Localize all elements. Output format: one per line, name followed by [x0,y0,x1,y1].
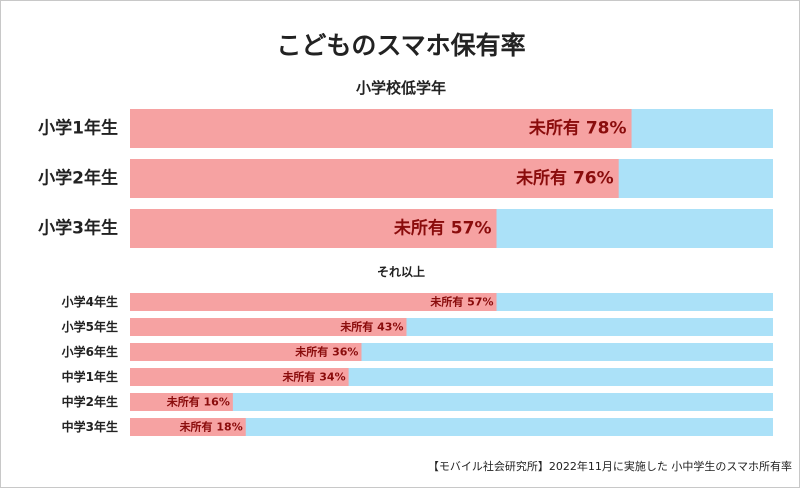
value-label: 未所有 16% [166,395,230,409]
group-title-lower-grades: 小学校低学年 [356,79,446,97]
category-label: 中学1年生 [62,369,118,384]
value-label: 未所有 76% [515,168,614,189]
bar-owned-中学3年生 [130,418,773,436]
bar-unowned-小学2年生 [130,159,619,198]
category-label: 中学2年生 [62,394,118,409]
category-label: 小学5年生 [62,319,118,334]
bar-unowned-小学5年生 [130,318,407,336]
category-label: 小学3年生 [38,218,118,239]
bar-unowned-中学2年生 [130,393,233,411]
value-label: 未所有 78% [528,118,627,139]
category-label: 小学4年生 [62,294,118,309]
bar-unowned-中学1年生 [130,368,349,386]
bar-owned-中学2年生 [130,393,773,411]
group-title-upper-grades: それ以上 [377,264,425,279]
bar-unowned-小学3年生 [130,209,497,248]
category-label: 小学6年生 [62,344,118,359]
value-label: 未所有 18% [179,420,243,434]
bar-area: 小学1年生 未所有 78%小学2年生 未所有 76%小学3年生 未所有 57%小学4年… [38,109,773,436]
value-label: 未所有 34% [281,370,345,384]
value-label: 未所有 57% [393,218,492,239]
bar-unowned-小学6年生 [130,343,362,361]
bar-unowned-中学3年生 [130,418,246,436]
bar-unowned-小学4年生 [130,293,497,311]
value-label: 未所有 43% [339,320,403,334]
category-label: 小学1年生 [38,118,118,139]
value-label: 未所有 57% [429,295,493,309]
category-label: 中学3年生 [62,419,118,434]
value-label: 未所有 36% [294,345,358,359]
bar-unowned-小学1年生 [130,109,632,148]
source-footnote: 【モバイル社会研究所】2022年11月に実施した 小中学生のスマホ所有率 [428,459,792,473]
category-label: 小学2年生 [38,168,118,189]
chart-title: こどものスマホ保有率 [276,31,525,60]
